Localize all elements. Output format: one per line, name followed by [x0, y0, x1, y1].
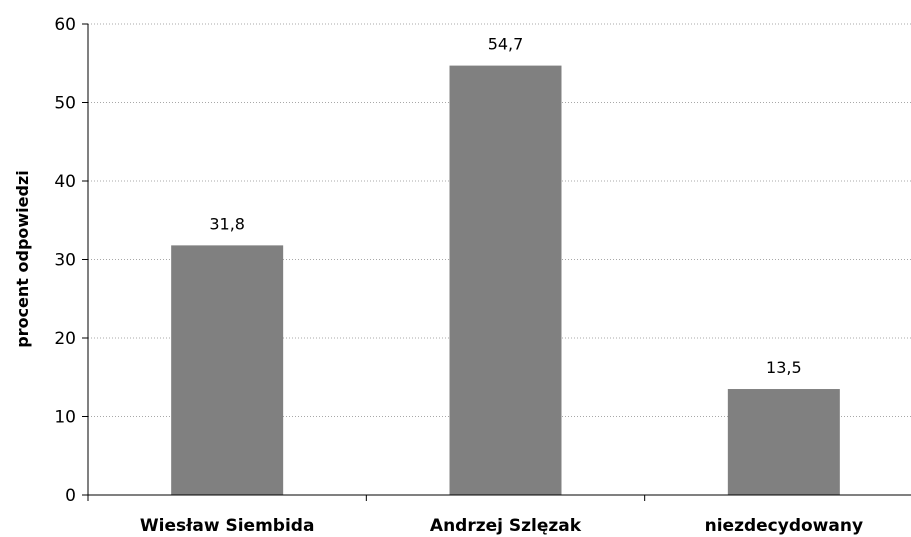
y-tick-label: 30 [54, 251, 76, 271]
bar [449, 65, 562, 495]
data-label: 54,7 [488, 35, 524, 54]
y-tick-label: 40 [54, 172, 76, 192]
y-tick-label: 0 [65, 486, 76, 506]
data-label: 31,8 [209, 214, 245, 233]
labels: 0 10 20 30 40 50 60 31,8 Wiesław Siembida 54,7 And… [54, 15, 863, 536]
y-tick-label: 20 [54, 329, 76, 349]
axes [82, 23, 911, 501]
y-tick-label: 60 [54, 15, 76, 35]
bar [727, 389, 840, 495]
y-tick-label: 10 [54, 408, 76, 428]
y-axis-title: procent odpowiedzi [13, 170, 32, 348]
bar [171, 245, 284, 495]
y-tick-label: 50 [54, 94, 76, 114]
data-label: 13,5 [766, 358, 802, 377]
bars [171, 65, 840, 495]
category-label: Andrzej Szlęzak [430, 516, 582, 536]
category-label: Wiesław Siembida [140, 516, 315, 536]
category-label: niezdecydowany [705, 516, 863, 536]
